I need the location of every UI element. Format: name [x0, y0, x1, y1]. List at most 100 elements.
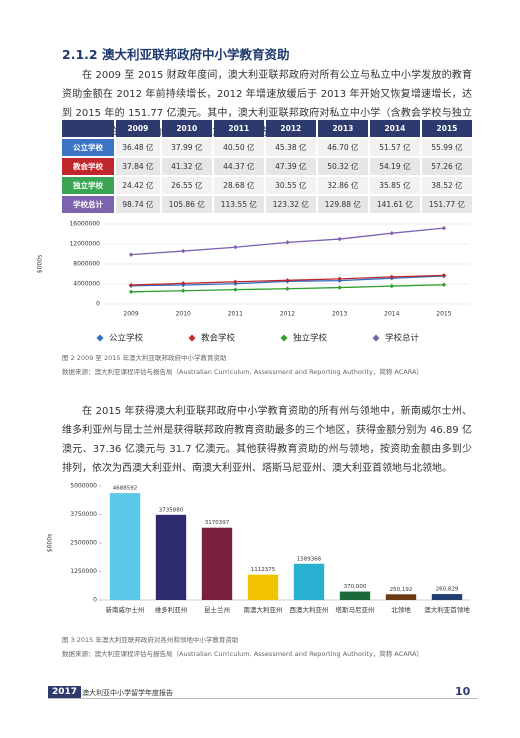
figure-source: 数据来源：澳大利亚课程评估与报告局（Australian Curriculum,… — [62, 368, 423, 376]
table-cell: 50.32 亿 — [317, 158, 368, 175]
x-tick-label: 新南威尔士州 — [106, 605, 145, 614]
point-marker — [441, 273, 447, 278]
x-tick-label: 2012 — [280, 311, 295, 318]
table-cell: 28.68 亿 — [213, 177, 264, 194]
bar — [201, 527, 233, 600]
footer-year: 2017 — [48, 686, 82, 698]
section-heading: 2.1.2 澳大利亚联邦政府中小学教育资助 — [62, 47, 290, 62]
value-label: 4688592 — [113, 486, 138, 492]
y-tick-label: 2500000 — [70, 540, 97, 547]
x-tick-label: 2009 — [123, 311, 138, 318]
row-header: 独立学校 — [62, 177, 114, 194]
figure-source: 数据来源：澳大利亚课程评估与报告局（Australian Curriculum,… — [62, 650, 423, 658]
point-marker — [389, 274, 394, 280]
point-marker — [128, 252, 134, 257]
value-label: 1589366 — [297, 556, 322, 562]
table-cell: 36.48 亿 — [116, 139, 160, 156]
y-tick-label: 16000000 — [69, 221, 100, 228]
footer-title: 澳大利亚中小学留学年度报告 — [82, 689, 173, 697]
point-marker — [233, 245, 238, 250]
point-marker — [441, 282, 447, 287]
table-cell: 141.61 亿 — [369, 196, 420, 213]
x-tick-label: 维多利亚州 — [155, 605, 188, 614]
y-tick-label: 8000000 — [73, 261, 100, 268]
point-marker — [128, 282, 134, 288]
y-tick-label: 1250000 — [70, 568, 97, 575]
figure-caption: 图 3 2015 年澳大利亚联邦政府对各州和领地中小学教育资助 — [62, 636, 239, 644]
table-cell: 45.38 亿 — [265, 139, 316, 156]
paragraph: 在 2015 年获得澳大利亚联邦政府中小学教育资助的所有州与领地中，新南威尔士州… — [62, 406, 472, 474]
table-cell: 38.52 亿 — [421, 177, 472, 194]
table-corner — [62, 120, 114, 137]
bar — [247, 574, 279, 600]
y-tick-label: 5000000 — [70, 483, 97, 490]
point-marker — [285, 286, 290, 291]
table-cell: 57.26 亿 — [421, 158, 472, 175]
point-marker — [181, 248, 186, 254]
x-tick-label: 西澳大利亚州 — [290, 605, 329, 614]
figure-caption: 图 2 2009 至 2015 年澳大利亚联邦政府中小学教育资助 — [62, 354, 227, 362]
y-axis-label: $000s — [47, 534, 54, 552]
table-cell: 35.85 亿 — [369, 177, 420, 194]
x-tick-label: 北领地 — [391, 605, 411, 614]
table-cell: 30.55 亿 — [265, 177, 316, 194]
table-cell: 24.42 亿 — [116, 177, 160, 194]
x-tick-label: 澳大利亚首领地 — [424, 605, 470, 614]
point-marker — [128, 289, 134, 294]
point-marker — [337, 236, 342, 242]
point-marker — [337, 285, 342, 290]
legend: 公立学校 教会学校 独立学校 学校总计 — [96, 333, 420, 344]
legend-label: 公立学校 — [109, 333, 144, 344]
footer-rule — [48, 698, 478, 699]
y-tick-label: 12000000 — [69, 241, 100, 248]
x-tick-label: 2014 — [384, 311, 399, 318]
value-label: 1112375 — [251, 567, 276, 573]
column-header: 2013 — [317, 120, 368, 137]
point-marker — [441, 225, 447, 231]
x-tick-label: 昆士兰州 — [204, 605, 230, 614]
bar — [293, 563, 325, 600]
point-marker — [337, 276, 342, 282]
value-label: 3735880 — [159, 507, 184, 513]
table-row: 学校总计 98.74 亿 105.86 亿 113.55 亿 123.32 亿 129.8… — [62, 196, 472, 213]
legend-marker — [372, 334, 380, 342]
bar — [109, 493, 141, 600]
table-cell: 129.88 亿 — [317, 196, 368, 213]
column-header: 2010 — [161, 120, 212, 137]
point-marker — [181, 281, 186, 286]
table-cell: 41.32 亿 — [161, 158, 212, 175]
bar-chart: 0 1250000 2500000 3750000 5000000 $000s 468859… — [47, 483, 471, 615]
x-tick-label: 2015 — [436, 311, 451, 318]
column-header: 2011 — [213, 120, 264, 137]
table-cell: 44.37 亿 — [213, 158, 264, 175]
line-chart: 0 4000000 8000000 12000000 16000000 $000s 2009… — [37, 221, 470, 318]
table-cell: 37.84 亿 — [116, 158, 160, 175]
row-header: 学校总计 — [62, 196, 114, 213]
point-marker — [233, 287, 238, 292]
point-marker — [285, 278, 290, 283]
legend-label: 学校总计 — [385, 333, 420, 344]
point-marker — [181, 288, 186, 293]
bar — [385, 594, 417, 600]
value-label: 260,829 — [436, 587, 459, 593]
table-cell: 51.57 亿 — [369, 139, 420, 156]
x-tick-label: 南澳大利亚州 — [244, 605, 283, 614]
value-label: 250,192 — [390, 587, 413, 593]
y-tick-label: 0 — [93, 597, 97, 604]
legend-marker — [188, 334, 196, 342]
table-cell: 151.77 亿 — [421, 196, 472, 213]
bar — [431, 594, 463, 600]
table-cell: 55.99 亿 — [421, 139, 472, 156]
table-cell: 32.86 亿 — [317, 177, 368, 194]
x-tick-label: 2013 — [332, 311, 347, 318]
table-cell: 98.74 亿 — [116, 196, 160, 213]
bar — [339, 591, 371, 600]
table-cell: 26.55 亿 — [161, 177, 212, 194]
table-cell: 54.19 亿 — [369, 158, 420, 175]
x-tick-label: 2011 — [228, 311, 243, 318]
bar — [155, 514, 187, 600]
